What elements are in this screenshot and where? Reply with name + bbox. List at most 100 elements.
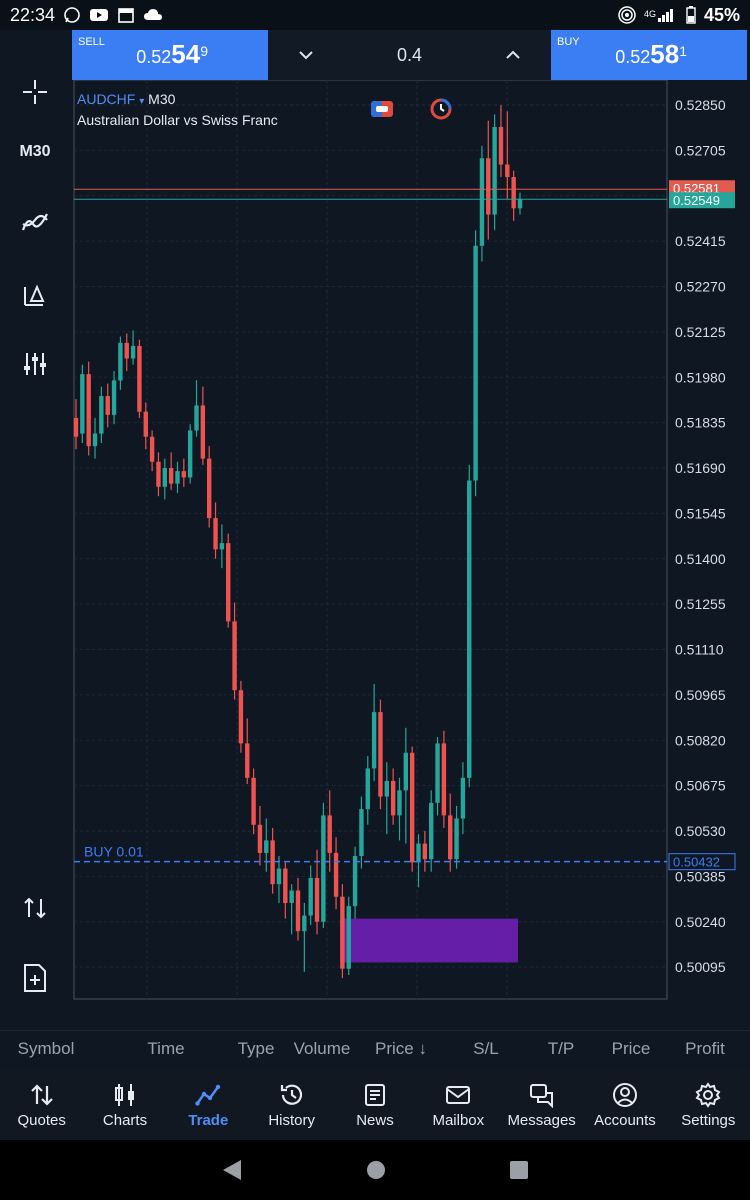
candle-body: [232, 621, 237, 691]
column-type[interactable]: Type: [237, 1038, 275, 1058]
settings-sliders-icon: [24, 353, 46, 375]
column-sl[interactable]: S/L: [473, 1038, 499, 1058]
candle-body: [213, 518, 218, 550]
nav-settings[interactable]: Settings: [667, 1070, 750, 1140]
clock: 22:34: [10, 4, 56, 25]
buy-order-label: BUY 0.01: [84, 844, 144, 860]
nav-mailbox[interactable]: Mailbox: [417, 1070, 500, 1140]
candle-body: [505, 164, 510, 178]
nav-label: Trade: [188, 1111, 229, 1129]
hotspot-icon: [618, 6, 636, 24]
sell-button[interactable]: SELL 0.52549: [72, 30, 268, 80]
nav-quotes[interactable]: Quotes: [0, 1070, 83, 1140]
nav-trade[interactable]: Trade: [167, 1070, 250, 1140]
chart-settings-button[interactable]: [0, 344, 70, 384]
sell-price: 0.52549: [136, 39, 208, 69]
nav-messages[interactable]: Messages: [500, 1070, 583, 1140]
home-icon[interactable]: [366, 1160, 386, 1180]
nav-history[interactable]: History: [250, 1070, 333, 1140]
trade-levels-icon[interactable]: [370, 99, 394, 119]
decrease-lot-chevron-down-icon[interactable]: [298, 49, 314, 61]
chart-symbol[interactable]: AUDCHF: [77, 91, 136, 107]
battery-percent: 45%: [703, 4, 740, 25]
nav-accounts[interactable]: Accounts: [583, 1070, 666, 1140]
candle-body: [314, 877, 320, 922]
candle-body: [448, 815, 453, 860]
y-tick-label: 0.52705: [675, 142, 726, 158]
candle-body: [130, 345, 136, 359]
candle-body: [207, 458, 212, 519]
trade-line-icon: [195, 1084, 221, 1106]
candle-body: [137, 345, 142, 412]
candle-body: [486, 158, 491, 215]
battery-icon: [686, 6, 696, 24]
chart-description: Australian Dollar vs Swiss Franc: [77, 112, 278, 128]
objects-button[interactable]: [0, 274, 70, 314]
candle-body: [473, 245, 478, 481]
column-volume[interactable]: Volume: [293, 1038, 351, 1058]
lot-size-value[interactable]: 0.4: [396, 44, 423, 65]
nav-label: Quotes: [17, 1111, 66, 1129]
crosshair-icon: [23, 80, 47, 104]
bid-price-tag: [669, 192, 735, 209]
symbol-dropdown-icon[interactable]: ▾: [139, 96, 145, 107]
y-tick-label: 0.50675: [675, 778, 726, 794]
candle-body: [352, 856, 358, 907]
candle-body: [124, 342, 129, 359]
y-tick-label: 0.50965: [675, 687, 726, 703]
back-icon[interactable]: [221, 1158, 243, 1182]
candle-body: [517, 198, 523, 209]
candle-body: [327, 815, 332, 853]
nav-label: Accounts: [594, 1111, 656, 1129]
column-profit[interactable]: Profit: [685, 1038, 725, 1058]
candle-body: [156, 461, 161, 487]
candle-body: [346, 906, 351, 969]
y-tick-label: 0.52270: [675, 279, 726, 295]
candle-body: [162, 468, 167, 487]
candle-body: [264, 840, 269, 853]
y-tick-label: 0.51255: [675, 596, 726, 612]
market-hours-icon[interactable]: [429, 97, 453, 121]
candlestick-chart-svg[interactable]: 0.528500.527050.525600.524150.522700.521…: [72, 80, 750, 1000]
candle-body: [187, 430, 193, 478]
buy-price: 0.52581: [615, 39, 687, 69]
indicators-button[interactable]: [0, 202, 70, 242]
one-click-trade-button[interactable]: [0, 888, 70, 928]
bottom-navigation: Quotes Charts Trade History News Mailbox…: [0, 1070, 750, 1140]
quotes-arrows-icon: [30, 1083, 53, 1106]
system-navigation-bar: [0, 1140, 750, 1200]
y-tick-label: 0.51690: [675, 460, 726, 476]
gear-icon: [695, 1081, 721, 1108]
candle-body: [200, 405, 206, 459]
candle-body: [365, 768, 370, 810]
price-chart[interactable]: 0.528500.527050.525600.524150.522700.521…: [72, 80, 750, 1000]
increase-lot-chevron-up-icon[interactable]: [505, 49, 521, 61]
nav-news[interactable]: News: [333, 1070, 416, 1140]
candle-body: [321, 815, 326, 922]
timeframe-button[interactable]: M30: [19, 143, 51, 160]
candle-body: [219, 543, 225, 550]
y-tick-label: 0.52125: [675, 324, 726, 340]
candles-icon: [114, 1083, 134, 1106]
nav-label: Charts: [102, 1111, 148, 1129]
plot-border: [73, 80, 668, 1000]
crosshair-button[interactable]: [0, 72, 70, 112]
buy-button[interactable]: BUY 0.52581: [551, 30, 747, 80]
column-price-sorted[interactable]: Price ↓: [375, 1038, 427, 1058]
candle-body: [403, 752, 409, 791]
news-icon: [364, 1083, 385, 1106]
recents-icon[interactable]: [509, 1160, 529, 1180]
column-tp[interactable]: T/P: [547, 1038, 575, 1058]
candle-body: [397, 790, 402, 816]
new-order-button[interactable]: [0, 958, 70, 998]
column-time[interactable]: Time: [147, 1038, 185, 1058]
candle-body: [80, 374, 85, 434]
column-symbol[interactable]: Symbol: [17, 1038, 75, 1058]
nav-charts[interactable]: Charts: [83, 1070, 166, 1140]
column-current-price[interactable]: Price: [611, 1038, 651, 1058]
candle-body: [86, 374, 91, 447]
candle-body: [333, 852, 339, 897]
one-click-trade-icon: [24, 897, 46, 919]
candle-body: [149, 436, 155, 462]
candle-body: [371, 712, 377, 769]
